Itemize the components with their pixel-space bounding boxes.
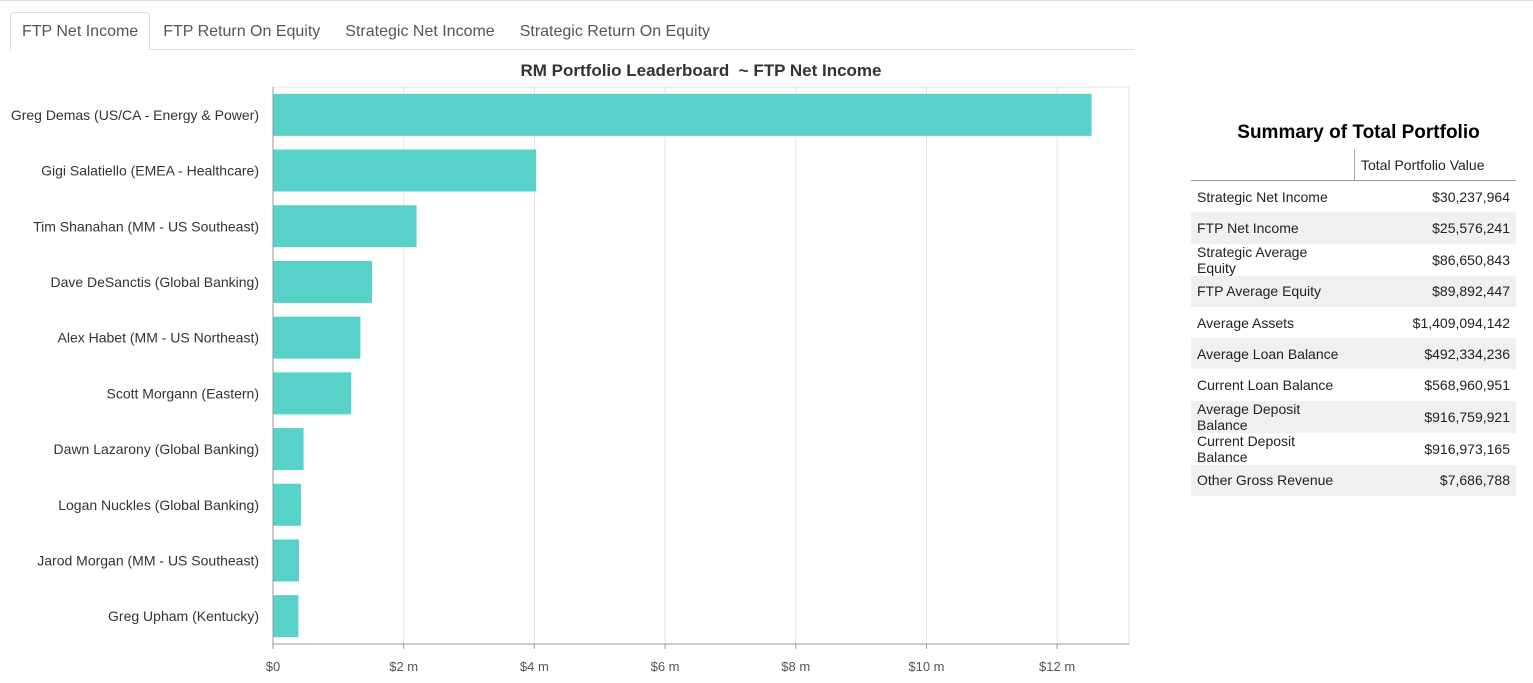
y-category-label: Tim Shanahan (MM - US Southeast) (33, 218, 259, 234)
summary-row-label: FTP Net Income (1191, 212, 1355, 244)
summary-row-label: Average Deposit Balance (1191, 400, 1355, 433)
summary-row-value: $30,237,964 (1432, 188, 1510, 205)
summary-row: Average Loan Balance $492,334,236 (1191, 338, 1516, 370)
y-category-label: Greg Demas (US/CA - Energy & Power) (11, 107, 259, 123)
bar[interactable] (273, 372, 352, 415)
bar[interactable] (273, 483, 301, 526)
summary-row: Other Gross Revenue $7,686,788 (1191, 464, 1516, 497)
bar[interactable] (273, 260, 373, 303)
x-tick-label: $8 m (781, 659, 810, 674)
y-category-label: Greg Upham (Kentucky) (108, 608, 259, 624)
x-tick-label: $12 m (1039, 659, 1075, 674)
summary-row-label: Current Deposit Balance (1197, 432, 1296, 465)
y-category-label: Logan Nuckles (Global Banking) (58, 497, 259, 513)
bar[interactable] (273, 316, 361, 359)
summary-title: Summary of Total Portfolio (1237, 122, 1480, 143)
summary-row: Strategic Net Income $30,237,964 (1191, 181, 1516, 213)
leaderboard-chart: RM Portfolio Leaderboard ~ FTP Net Incom… (11, 61, 1130, 674)
summary-row-value: $1,409,094,142 (1412, 314, 1510, 331)
bar[interactable] (273, 428, 304, 471)
y-category-label: Jarod Morgan (MM - US Southeast) (37, 552, 259, 568)
bar[interactable] (273, 205, 417, 248)
summary-row-value: $86,650,843 (1432, 251, 1510, 268)
summary-header-row: Total Portfolio Value (1191, 149, 1516, 181)
x-tick-label: $0 (266, 659, 280, 674)
summary-row: Strategic Average Equity $86,650,843 (1191, 244, 1516, 276)
bar[interactable] (273, 595, 299, 638)
summary-row-value: $916,759,921 (1354, 400, 1516, 433)
chart-x-labels: $0 $2 m $4 m $6 m $8 m $10 m $12 m (266, 659, 1075, 674)
summary-row-value: $7,686,788 (1354, 464, 1516, 497)
chart-title: RM Portfolio Leaderboard ~ FTP Net Incom… (521, 61, 882, 80)
summary-row-label: Strategic Net Income (1197, 188, 1328, 205)
summary-row: FTP Net Income $25,576,241 (1191, 212, 1516, 244)
summary-row-value: $916,973,165 (1424, 440, 1510, 457)
y-category-label: Gigi Salatiello (EMEA - Healthcare) (41, 163, 259, 179)
summary-row-label: Current Loan Balance (1197, 377, 1334, 394)
tab-strategic-net-income[interactable]: Strategic Net Income (345, 23, 495, 40)
chart-y-labels: Greg Demas (US/CA - Energy & Power) Gigi … (11, 107, 259, 624)
summary-row-value: $568,960,951 (1424, 377, 1510, 394)
y-category-label: Dawn Lazarony (Global Banking) (54, 441, 259, 457)
bar[interactable] (273, 149, 537, 192)
summary-table-body: Strategic Net Income $30,237,964 FTP Net I… (1191, 181, 1516, 497)
summary-table: Total Portfolio Value Strategic Net Inco… (1191, 149, 1516, 497)
summary-column-header: Total Portfolio Value (1354, 149, 1516, 181)
y-category-label: Alex Habet (MM - US Northeast) (58, 330, 260, 346)
summary-row-label: FTP Average Equity (1191, 275, 1355, 307)
summary-row: Current Deposit Balance $916,973,165 (1191, 433, 1516, 465)
tab-ftp-return-on-equity[interactable]: FTP Return On Equity (163, 23, 321, 40)
summary-row-label: Strategic Average Equity (1197, 243, 1308, 276)
bar[interactable] (273, 93, 1092, 136)
bar[interactable] (273, 539, 299, 582)
x-tick-label: $6 m (651, 659, 680, 674)
summary-row-value: $89,892,447 (1354, 275, 1516, 307)
summary-row-label: Other Gross Revenue (1191, 464, 1355, 497)
summary-row-label: Average Loan Balance (1191, 338, 1355, 370)
summary-row-label: Average Assets (1197, 314, 1295, 331)
x-tick-label: $2 m (389, 659, 418, 674)
summary-row-value: $492,334,236 (1354, 338, 1516, 370)
tab-strategic-return-on-equity[interactable]: Strategic Return On Equity (519, 23, 711, 40)
summary-row: FTP Average Equity $89,892,447 (1191, 275, 1516, 307)
x-tick-label: $4 m (520, 659, 549, 674)
y-category-label: Dave DeSanctis (Global Banking) (50, 274, 259, 290)
summary-header-blank (1191, 149, 1355, 181)
tab-ftp-net-income[interactable]: FTP Net Income (10, 12, 151, 50)
x-tick-label: $10 m (908, 659, 944, 674)
tab-bar: FTP Net Income FTP Return On Equity Stra… (10, 12, 1134, 50)
summary-panel: Summary of Total Portfolio Total Portfol… (1191, 119, 1516, 497)
y-category-label: Scott Morgann (Eastern) (106, 385, 259, 401)
summary-row: Current Loan Balance $568,960,951 (1191, 369, 1516, 400)
summary-row: Average Deposit Balance $916,759,921 (1191, 400, 1516, 433)
chart-bars (273, 93, 1092, 638)
summary-row: Average Assets $1,409,094,142 (1191, 307, 1516, 338)
summary-row-value: $25,576,241 (1354, 212, 1516, 244)
